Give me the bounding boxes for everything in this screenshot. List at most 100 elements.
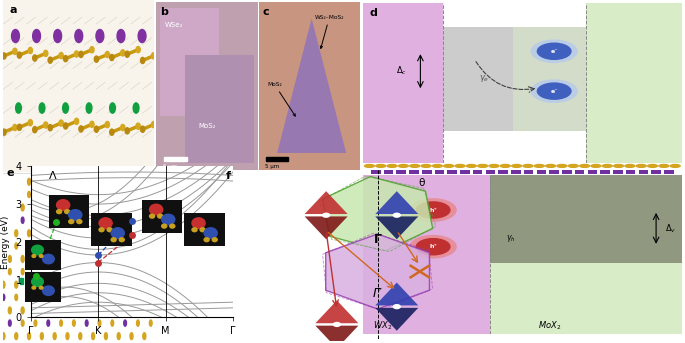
- Circle shape: [47, 320, 49, 326]
- Circle shape: [92, 230, 95, 237]
- Circle shape: [454, 164, 466, 168]
- Ellipse shape: [110, 129, 114, 135]
- Bar: [486, 170, 495, 174]
- Text: $\gamma_e$: $\gamma_e$: [479, 73, 489, 84]
- Circle shape: [47, 217, 49, 223]
- Bar: [613, 170, 623, 174]
- Text: WS₂–MoS₂: WS₂–MoS₂: [314, 14, 344, 48]
- Text: Λ: Λ: [49, 171, 57, 181]
- Ellipse shape: [33, 29, 40, 43]
- Circle shape: [149, 307, 152, 314]
- Circle shape: [104, 333, 108, 340]
- Bar: [562, 170, 572, 174]
- Circle shape: [105, 191, 108, 198]
- Circle shape: [73, 307, 75, 314]
- Ellipse shape: [48, 125, 52, 131]
- Circle shape: [375, 164, 386, 168]
- Circle shape: [536, 43, 572, 60]
- Polygon shape: [375, 283, 419, 305]
- Circle shape: [136, 320, 139, 326]
- Circle shape: [53, 333, 56, 340]
- Circle shape: [443, 164, 454, 168]
- Circle shape: [579, 164, 590, 168]
- Ellipse shape: [140, 126, 145, 132]
- Circle shape: [393, 213, 401, 218]
- Bar: [363, 175, 682, 263]
- Ellipse shape: [110, 103, 115, 113]
- Circle shape: [15, 281, 18, 288]
- Bar: [473, 170, 482, 174]
- Circle shape: [34, 307, 37, 314]
- Circle shape: [143, 191, 146, 198]
- Ellipse shape: [75, 118, 79, 125]
- Circle shape: [149, 256, 152, 262]
- Circle shape: [123, 204, 127, 211]
- Ellipse shape: [59, 52, 63, 59]
- Bar: [511, 170, 521, 174]
- Ellipse shape: [90, 121, 94, 127]
- Ellipse shape: [28, 120, 32, 126]
- Ellipse shape: [44, 50, 48, 57]
- Circle shape: [47, 256, 50, 262]
- Polygon shape: [323, 177, 433, 251]
- Circle shape: [27, 178, 31, 185]
- Circle shape: [15, 333, 18, 340]
- Ellipse shape: [125, 128, 129, 134]
- Ellipse shape: [140, 57, 145, 63]
- Ellipse shape: [2, 129, 6, 135]
- Circle shape: [130, 243, 133, 249]
- Ellipse shape: [13, 125, 17, 131]
- Bar: [549, 170, 559, 174]
- Bar: [626, 170, 636, 174]
- Bar: [447, 170, 457, 174]
- Bar: [164, 157, 186, 161]
- Circle shape: [142, 333, 146, 340]
- Ellipse shape: [33, 55, 37, 61]
- Text: $\Delta_v$: $\Delta_v$: [664, 222, 676, 235]
- Text: MoS₂: MoS₂: [267, 82, 295, 116]
- Circle shape: [85, 307, 88, 314]
- Circle shape: [143, 243, 146, 249]
- Circle shape: [92, 243, 95, 249]
- Ellipse shape: [44, 122, 48, 128]
- Circle shape: [130, 178, 133, 185]
- Bar: [371, 170, 381, 174]
- Ellipse shape: [96, 29, 104, 43]
- Circle shape: [117, 178, 121, 185]
- Circle shape: [98, 256, 101, 262]
- Ellipse shape: [86, 103, 92, 113]
- Circle shape: [130, 281, 133, 288]
- Ellipse shape: [151, 53, 155, 59]
- Ellipse shape: [16, 103, 21, 113]
- Bar: [138, 285, 140, 291]
- Circle shape: [117, 243, 120, 249]
- Ellipse shape: [75, 29, 83, 43]
- Circle shape: [15, 230, 18, 237]
- Circle shape: [86, 217, 88, 223]
- Text: $\Delta_c$: $\Delta_c$: [396, 65, 407, 78]
- Circle shape: [124, 269, 127, 275]
- Circle shape: [111, 320, 114, 326]
- Circle shape: [111, 204, 114, 211]
- Circle shape: [15, 294, 18, 300]
- Bar: [575, 170, 584, 174]
- Circle shape: [477, 164, 488, 168]
- Circle shape: [111, 217, 114, 223]
- Bar: [75, 264, 77, 271]
- Circle shape: [66, 243, 69, 249]
- Circle shape: [40, 178, 43, 185]
- Text: MoS₂: MoS₂: [199, 123, 216, 129]
- Circle shape: [85, 256, 88, 262]
- Bar: [524, 170, 534, 174]
- Bar: [638, 170, 648, 174]
- Bar: [100, 299, 103, 305]
- Circle shape: [522, 164, 534, 168]
- Circle shape: [130, 230, 133, 237]
- Circle shape: [104, 230, 108, 237]
- Ellipse shape: [59, 120, 63, 126]
- Ellipse shape: [136, 47, 140, 53]
- Circle shape: [66, 230, 69, 237]
- Ellipse shape: [95, 126, 99, 132]
- Circle shape: [60, 307, 62, 314]
- Ellipse shape: [121, 50, 125, 56]
